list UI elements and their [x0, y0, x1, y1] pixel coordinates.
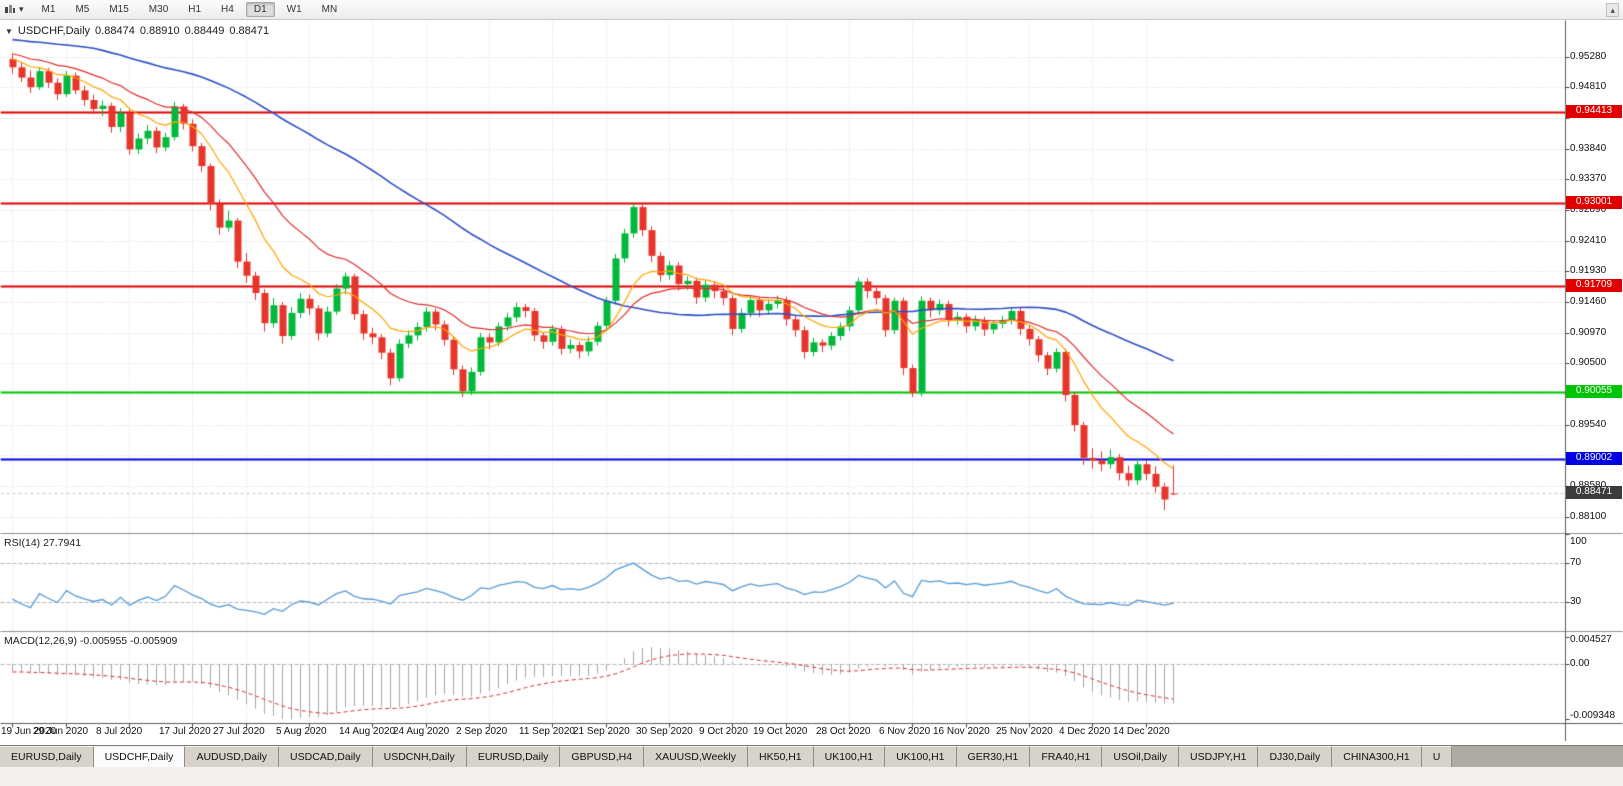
chart-close-value: 0.88471	[229, 25, 270, 37]
rsi-indicator-label: RSI(14) 27.7941	[4, 537, 82, 549]
chart-tab[interactable]: UK100,H1	[885, 746, 957, 768]
timeframe-button-m30[interactable]: M30	[148, 4, 169, 15]
chart-bar-icon[interactable]	[4, 4, 16, 16]
timeframe-button-m1[interactable]: M1	[41, 4, 56, 15]
chart-dropdown-icon[interactable]: ▾	[19, 4, 24, 14]
chart-tab[interactable]: EURUSD,Daily	[0, 746, 94, 768]
chart-tab[interactable]: GBPUSD,H4	[560, 746, 645, 768]
chart-ohlc-header: ▼ USDCHF,Daily 0.88474 0.88910 0.88449 0.8847…	[5, 25, 274, 37]
chart-tab[interactable]: CHINA300,H1	[1332, 746, 1422, 768]
chart-tab[interactable]: HK50,H1	[748, 746, 814, 768]
chart-tab[interactable]: DJ30,Daily	[1258, 746, 1333, 768]
toolbar-scroll-icon[interactable]: ▴	[1606, 2, 1619, 17]
timeframe-button-w1[interactable]: W1	[286, 4, 302, 15]
price-chart-canvas[interactable]	[0, 20, 1623, 741]
chart-high-value: 0.88910	[139, 25, 180, 37]
chart-tab[interactable]: GER30,H1	[956, 746, 1031, 768]
macd-indicator-label: MACD(12,26,9) -0.005955 -0.005909	[4, 635, 178, 647]
chart-tab[interactable]: USDCNH,Daily	[372, 746, 467, 768]
timeframe-bar: M1 M5 M15 M30 H1 H4 D1 W1 MN	[34, 2, 346, 17]
timeframe-button-m15[interactable]: M15	[109, 4, 129, 15]
timeframe-button-h1[interactable]: H1	[188, 4, 202, 15]
chart-tab[interactable]: U	[1421, 746, 1453, 768]
timeframe-button-m5[interactable]: M5	[75, 4, 90, 15]
chart-tab[interactable]: UK100,H1	[813, 746, 886, 768]
status-bar	[0, 767, 1623, 786]
top-toolbar: ▾ M1 M5 M15 M30 H1 H4 D1 W1 MN ▴	[0, 0, 1623, 20]
chart-tab[interactable]: USDCHF,Daily	[93, 746, 186, 768]
chart-tab[interactable]: USDJPY,H1	[1179, 746, 1259, 768]
chart-tab[interactable]: EURUSD,Daily	[466, 746, 561, 768]
chart-tab[interactable]: AUDUSD,Daily	[185, 746, 280, 768]
timeframe-button-mn[interactable]: MN	[321, 4, 338, 15]
chart-tab[interactable]: XAUUSD,Weekly	[644, 746, 749, 768]
chart-tab[interactable]: FRA40,H1	[1030, 746, 1103, 768]
chart-tab[interactable]: USOil,Daily	[1102, 746, 1180, 768]
timeframe-button-d1[interactable]: D1	[245, 2, 275, 17]
chart-open-value: 0.88474	[95, 25, 135, 37]
chart-symbol-label: USDCHF,Daily	[17, 25, 91, 37]
bottom-tab-bar: EURUSD,Daily USDCHF,Daily AUDUSD,Daily USDC…	[0, 745, 1623, 768]
collapse-chart-icon[interactable]: ▼	[5, 27, 13, 36]
chart-low-value: 0.88449	[184, 25, 225, 37]
timeframe-button-h4[interactable]: H4	[221, 4, 234, 15]
chart-tab[interactable]: USDCAD,Daily	[279, 746, 373, 768]
